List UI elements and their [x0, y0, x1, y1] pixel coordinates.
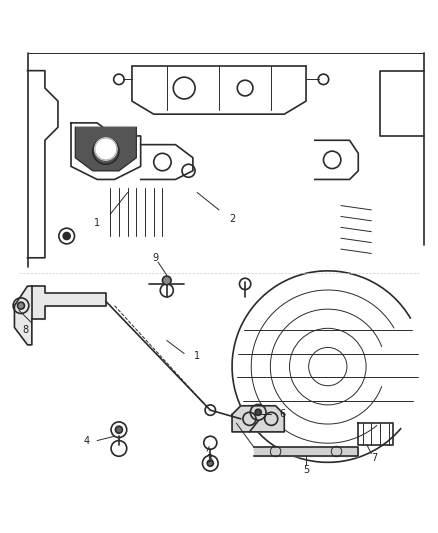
- Text: 1: 1: [194, 351, 200, 361]
- Text: 7: 7: [372, 453, 378, 463]
- Circle shape: [63, 232, 70, 239]
- Text: 8: 8: [22, 325, 28, 335]
- Polygon shape: [32, 286, 106, 319]
- Text: 9: 9: [153, 253, 159, 263]
- Circle shape: [255, 409, 261, 415]
- Text: 2: 2: [229, 214, 235, 224]
- Circle shape: [207, 460, 213, 466]
- Circle shape: [116, 426, 122, 433]
- Text: 1: 1: [94, 218, 100, 228]
- Circle shape: [18, 302, 25, 309]
- Text: 6: 6: [279, 409, 285, 419]
- Text: 3: 3: [206, 454, 212, 464]
- Circle shape: [162, 276, 171, 285]
- Polygon shape: [232, 406, 284, 432]
- Circle shape: [95, 138, 117, 160]
- Circle shape: [99, 144, 113, 158]
- Polygon shape: [75, 127, 136, 171]
- Text: 5: 5: [303, 465, 309, 475]
- Polygon shape: [14, 286, 32, 345]
- Polygon shape: [254, 447, 358, 456]
- Text: 4: 4: [83, 437, 89, 447]
